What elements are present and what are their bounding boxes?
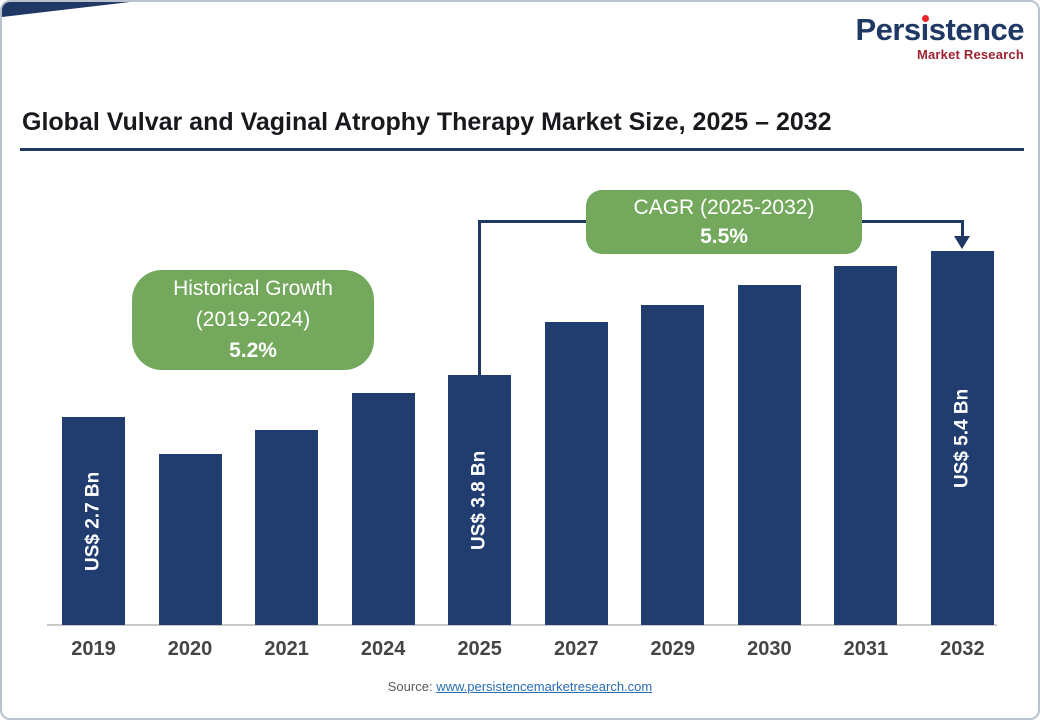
cagr-value: 5.5% [700,225,748,248]
x-axis-label-2024: 2024 [360,638,406,660]
bar-value-label-2032: US$ 5.4 Bn [951,388,973,488]
x-axis-label-2032: 2032 [940,638,985,660]
x-axis-label-2029: 2029 [650,638,696,660]
bar-value-label-2019: US$ 2.7 Bn [82,471,104,571]
bar-2029 [641,305,705,625]
cagr-callout: CAGR (2025-2032) 5.5% [586,190,862,254]
cagr-arrowhead-icon [954,236,970,249]
bar-2021 [255,430,319,625]
historical-growth-callout: Historical Growth (2019-2024) 5.2% [132,270,374,370]
bar-value-label-2025: US$ 3.8 Bn [468,450,490,550]
x-axis-label-2025: 2025 [457,638,502,660]
cagr-label: CAGR (2025-2032) [633,196,815,219]
bar-2027 [544,322,608,625]
historical-growth-line2: (2019-2024) [195,308,311,331]
historical-growth-line1: Historical Growth [173,277,333,300]
x-axis-label-2021: 2021 [264,638,309,660]
source-line: Source: www.persistencemarketresearch.co… [2,679,1038,694]
cagr-connector-vertical-left [478,220,481,376]
corner-accent [2,2,130,17]
bar-2025: US$ 3.8 Bn [448,375,512,625]
title-underline [20,148,1024,151]
logo-i-dot [922,15,930,22]
x-axis-label-2027: 2027 [553,638,599,660]
x-axis-label-2030: 2030 [747,638,792,660]
x-axis-line [47,624,997,626]
bar-2019: US$ 2.7 Bn [62,417,125,625]
brand-logo: Persistence Market Research [855,14,1024,61]
x-axis-label-2020: 2020 [167,638,213,660]
x-axis-labels: 2019 2020 2021 2024 2025 2027 2029 2030 2031 2032 [62,638,994,661]
logo-brand-text: Persistence [855,14,1024,45]
source-link[interactable]: www.persistencemarketresearch.com [436,679,653,694]
logo-brand-word: Persistence [855,12,1024,47]
bar-chart: US$ 2.7 Bn US$ 3.8 Bn US$ 5.4 Bn [62,172,994,625]
logo-tagline: Market Research [916,47,1024,62]
bar-2031 [834,266,898,625]
bar-2032: US$ 5.4 Bn [930,251,994,625]
bar-2020 [158,454,222,625]
cagr-connector-vertical-right [961,220,964,237]
bar-2030 [737,285,801,625]
x-axis-label-2019: 2019 [71,638,116,660]
chart-title: Global Vulvar and Vaginal Atrophy Therap… [22,108,832,136]
historical-growth-value: 5.2% [229,339,277,362]
bar-2024 [351,393,415,625]
x-axis-label-2031: 2031 [843,638,889,660]
source-label: Source: [387,679,433,694]
